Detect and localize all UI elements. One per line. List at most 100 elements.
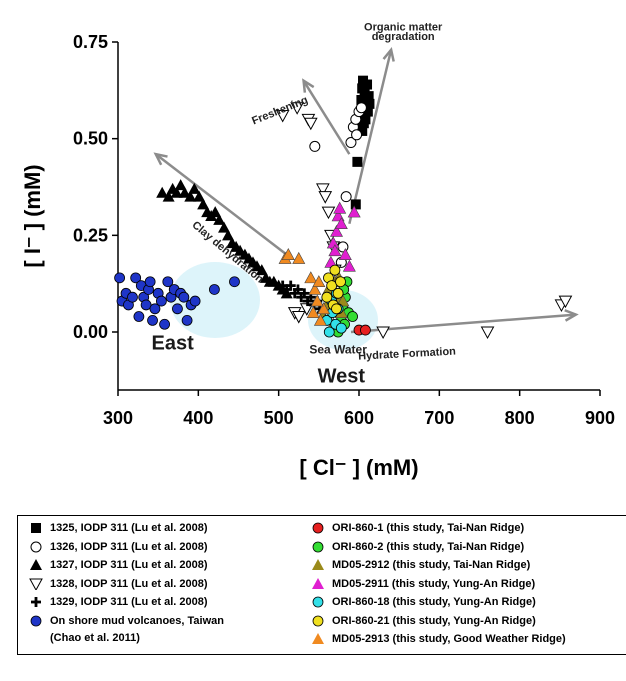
data-point — [229, 276, 240, 288]
data-point — [335, 276, 346, 288]
data-point — [362, 79, 373, 90]
legend-symbol — [31, 523, 41, 533]
x-tick-label: 300 — [103, 408, 133, 428]
data-point — [140, 299, 152, 311]
data-point — [303, 117, 318, 131]
data-point — [290, 102, 304, 115]
legend-symbol — [29, 578, 43, 590]
plot-axes: 300 400 500 600 700 800 900 0.00 0.25 0.50 0.75 [ C… — [20, 32, 615, 480]
data-point — [304, 271, 318, 284]
y-axis-label: [ I⁻ ] (mM) — [20, 164, 45, 267]
legend-marker — [312, 559, 324, 570]
legend-marker — [29, 578, 43, 590]
data-point — [162, 190, 175, 202]
legend-item: 1328, IODP 311 (Lu et al. 2008) — [28, 576, 208, 593]
data-point — [181, 314, 193, 326]
legend-symbol — [312, 615, 324, 626]
data-point — [312, 275, 326, 288]
data-point — [350, 199, 361, 210]
legend-item: ORI-860-2 (this study, Tai-Nan Ridge) — [310, 539, 524, 556]
data-point — [358, 118, 369, 129]
annotation-label: Freshening — [250, 94, 309, 127]
data-point — [313, 313, 327, 326]
legend-item: ORI-860-1 (this study, Tai-Nan Ridge) — [310, 520, 524, 537]
data-point — [321, 291, 333, 303]
legend-symbol — [30, 615, 42, 626]
legend-label: 1327, IODP 311 (Lu et al. 2008) — [50, 559, 208, 571]
data-point — [328, 244, 342, 257]
data-point — [149, 303, 161, 315]
legend: 1325, IODP 311 (Lu et al. 2008) 1326, IOD… — [17, 515, 626, 655]
legend-marker — [312, 577, 324, 589]
legend-label: On shore mud volcanoes, Taiwan (Chao et … — [50, 614, 225, 644]
legend-label: ORI-860-18 (this study, Yung-An Ridge) — [332, 596, 536, 608]
legend-item: MD05-2913 (this study, Good Weather Ridg… — [310, 631, 566, 648]
data-point — [172, 303, 183, 315]
x-tick-label: 900 — [585, 408, 615, 428]
legend-item: 1326, IODP 311 (Lu et al. 2008) — [28, 539, 208, 556]
data-point — [338, 248, 352, 260]
x-tick-label: 700 — [424, 408, 454, 428]
legend-label: MD05-2911 (this study, Yung-An Ridge) — [332, 577, 536, 590]
data-point — [130, 272, 142, 284]
data-point — [333, 201, 347, 214]
data-point — [345, 137, 357, 149]
x-tick-label: 500 — [264, 408, 294, 428]
annotation-label: Organic matter — [364, 21, 443, 33]
data-point — [218, 221, 231, 233]
data-point — [340, 191, 352, 203]
arrow-line — [154, 153, 288, 256]
legend-marker — [30, 615, 42, 626]
data-point — [362, 106, 373, 117]
legend-label: 1325, IODP 311 (Lu et al. 2008) — [50, 522, 208, 534]
data-point — [127, 291, 138, 303]
legend-marker — [31, 523, 41, 533]
data-point — [558, 295, 573, 309]
data-point — [144, 276, 156, 288]
arrow-head — [302, 78, 315, 93]
legend-symbol — [312, 577, 324, 589]
legend-item: On shore mud volcanoes, Taiwan (Chao et … — [28, 613, 224, 647]
data-point — [334, 217, 348, 230]
legend-marker — [312, 615, 324, 626]
data-point — [133, 311, 145, 322]
data-point — [188, 182, 201, 194]
legend-marker — [312, 522, 324, 534]
data-point — [330, 224, 344, 237]
data-point — [309, 140, 321, 152]
legend-symbol — [312, 596, 324, 608]
legend-label: 1329, IODP 311 (Lu et al. 2008) — [50, 596, 208, 608]
y-tick-label: 0.25 — [73, 225, 108, 245]
legend-marker — [312, 633, 324, 644]
legend-label: ORI-860-1 (this study, Tai-Nan Ridge) — [332, 522, 525, 534]
data-point — [213, 213, 226, 225]
x-tick-label: 800 — [505, 408, 535, 428]
data-point — [316, 183, 330, 196]
data-point — [347, 205, 361, 218]
data-point — [189, 295, 201, 307]
data-point — [331, 303, 342, 315]
data-point — [193, 190, 206, 202]
legend-marker — [30, 541, 42, 552]
legend-item: MD05-2912 (this study, Tai-Nan Ridge) — [310, 557, 530, 574]
data-point — [364, 98, 375, 109]
trend-arrows — [153, 46, 579, 334]
data-point — [275, 109, 290, 123]
data-point — [357, 125, 368, 136]
legend-symbol — [312, 522, 324, 534]
y-tick-label: 0.00 — [73, 322, 108, 342]
legend-label: MD05-2913 (this study, Good Weather Ridg… — [332, 633, 566, 645]
data-point — [363, 91, 374, 102]
data-points — [114, 75, 573, 340]
chart-svg: 300 400 500 600 700 800 900 0.00 0.25 0.50 0.75 [ C… — [20, 21, 615, 480]
region-label: West — [318, 365, 366, 387]
data-point — [329, 264, 341, 276]
data-point — [155, 295, 167, 307]
data-point — [209, 206, 222, 218]
legend-item: ORI-860-21 (this study, Yung-An Ridge) — [310, 613, 536, 630]
arrow-line — [348, 49, 393, 225]
legend-item: 1327, IODP 311 (Lu et al. 2008) — [28, 557, 208, 574]
data-point — [178, 186, 191, 198]
y-tick-label: 0.75 — [73, 32, 108, 52]
data-point — [308, 282, 322, 295]
